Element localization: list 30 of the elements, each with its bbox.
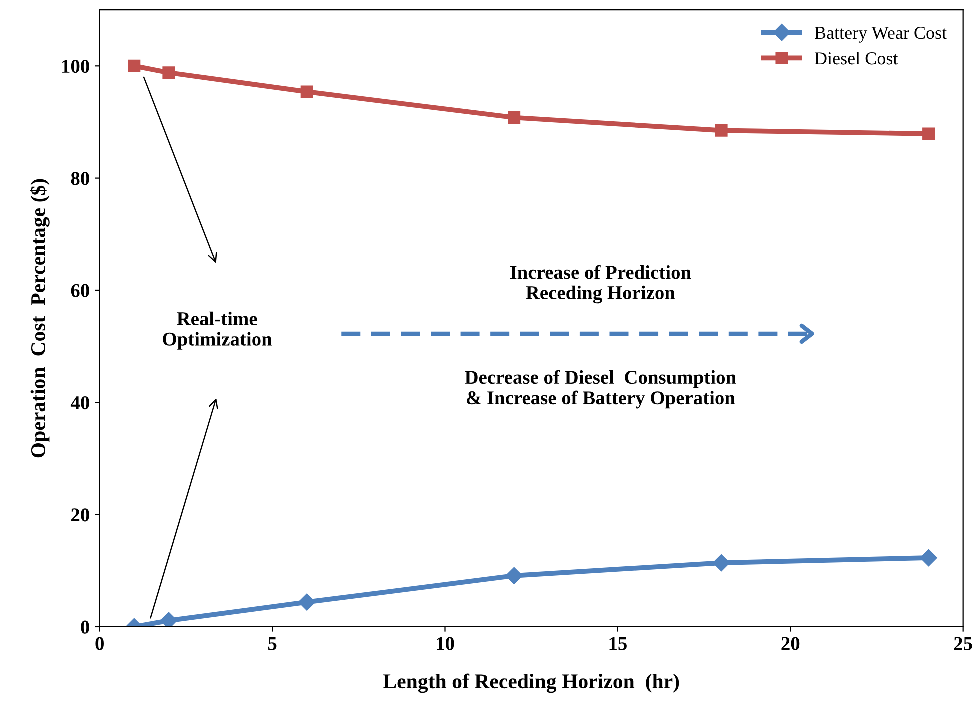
x-tick-label: 0 — [96, 637, 104, 650]
x-tick-label: 25 — [954, 637, 972, 650]
legend-label: Battery Wear Cost — [814, 27, 947, 43]
y-tick-label: 100 — [62, 60, 90, 74]
annotation: Decrease of Diesel Consumption & Increase of Battery Operation — [465, 370, 736, 409]
x-tick-label: 5 — [268, 637, 277, 650]
x-tick-label: 15 — [610, 637, 627, 650]
point — [920, 549, 938, 567]
x-axis-title: Length of Receding Horizon (hr) — [384, 674, 680, 694]
point — [922, 128, 936, 140]
point — [300, 86, 314, 98]
x-tick-label: 10 — [437, 637, 454, 650]
y-tick-label: 60 — [71, 284, 90, 298]
point — [128, 60, 141, 72]
point — [508, 111, 521, 124]
point — [715, 124, 728, 137]
y-tick-label: 0 — [81, 620, 90, 634]
legend-label: Diesel Cost — [814, 52, 898, 65]
y-tick-label: 40 — [70, 396, 90, 410]
y-tick-label: 20 — [72, 508, 90, 522]
point — [298, 594, 316, 611]
point — [713, 554, 730, 572]
x-tick-label: 20 — [782, 637, 800, 650]
point — [162, 66, 176, 80]
y-tick-label: 80 — [71, 172, 90, 186]
point — [506, 567, 523, 584]
annotation: Real-time Optimization — [163, 312, 272, 350]
point — [160, 612, 178, 627]
annotation: Increase of Prediction Receding Horizon — [510, 265, 692, 304]
y-axis-title: Operation Cost Percentage ($) — [30, 179, 50, 458]
